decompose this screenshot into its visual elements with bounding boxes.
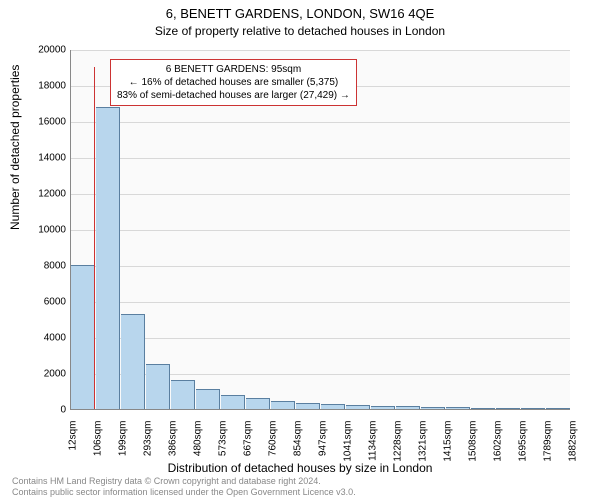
x-tick-label: 1041sqm [343, 421, 354, 481]
grid-line [71, 230, 570, 231]
y-tick-label: 14000 [16, 153, 66, 164]
grid-line [71, 122, 570, 123]
histogram-bar [246, 398, 270, 409]
y-tick-label: 6000 [16, 297, 66, 308]
x-tick-label: 667sqm [243, 421, 254, 481]
x-tick-label: 854sqm [293, 421, 304, 481]
grid-line [71, 194, 570, 195]
histogram-bar [396, 406, 420, 409]
annotation-box: 6 BENETT GARDENS: 95sqm ← 16% of detache… [110, 59, 357, 106]
x-tick-label: 947sqm [318, 421, 329, 481]
x-tick-label: 760sqm [268, 421, 279, 481]
y-tick-label: 0 [16, 405, 66, 416]
histogram-bar [546, 408, 570, 409]
histogram-bar [271, 401, 295, 409]
footer-attribution: Contains HM Land Registry data © Crown c… [12, 476, 356, 498]
x-tick-label: 1134sqm [368, 421, 379, 481]
histogram-bar [371, 406, 395, 409]
y-tick-label: 16000 [16, 117, 66, 128]
y-tick-label: 18000 [16, 81, 66, 92]
y-tick-label: 12000 [16, 189, 66, 200]
annotation-line-1: 6 BENETT GARDENS: 95sqm [117, 63, 350, 76]
histogram-bar [146, 364, 170, 409]
histogram-bar [171, 380, 195, 409]
x-tick-label: 12sqm [68, 421, 79, 481]
y-tick-label: 4000 [16, 333, 66, 344]
x-tick-label: 1882sqm [568, 421, 579, 481]
annotation-line-3: 83% of semi-detached houses are larger (… [117, 89, 350, 102]
x-tick-label: 199sqm [118, 421, 129, 481]
chart-subtitle: Size of property relative to detached ho… [0, 24, 600, 38]
x-tick-label: 1508sqm [468, 421, 479, 481]
x-tick-label: 293sqm [143, 421, 154, 481]
grid-line [71, 266, 570, 267]
grid-line [71, 50, 570, 51]
histogram-bar [296, 403, 320, 409]
histogram-bar [121, 314, 145, 409]
x-tick-label: 480sqm [193, 421, 204, 481]
footer-line-1: Contains HM Land Registry data © Crown c… [12, 476, 356, 487]
x-tick-label: 1695sqm [518, 421, 529, 481]
histogram-bar [346, 405, 370, 409]
grid-line [71, 158, 570, 159]
annotation-line-2: ← 16% of detached houses are smaller (5,… [117, 76, 350, 89]
histogram-bar [71, 265, 95, 409]
y-tick-label: 2000 [16, 369, 66, 380]
x-tick-label: 106sqm [93, 421, 104, 481]
grid-line [71, 302, 570, 303]
x-tick-label: 573sqm [218, 421, 229, 481]
histogram-bar [471, 408, 495, 409]
histogram-bar [96, 107, 120, 409]
x-tick-label: 386sqm [168, 421, 179, 481]
histogram-bar [421, 407, 445, 409]
x-tick-label: 1228sqm [393, 421, 404, 481]
histogram-bar [521, 408, 545, 409]
y-tick-label: 20000 [16, 45, 66, 56]
reference-line [94, 67, 95, 409]
histogram-bar [196, 389, 220, 409]
histogram-bar [446, 407, 470, 409]
x-tick-label: 1789sqm [543, 421, 554, 481]
chart-container: 6, BENETT GARDENS, LONDON, SW16 4QE Size… [0, 0, 600, 500]
y-tick-label: 10000 [16, 225, 66, 236]
y-tick-label: 8000 [16, 261, 66, 272]
histogram-bar [221, 395, 245, 409]
grid-line [71, 338, 570, 339]
footer-line-2: Contains public sector information licen… [12, 487, 356, 498]
x-tick-label: 1415sqm [443, 421, 454, 481]
histogram-bar [496, 408, 520, 409]
x-tick-label: 1321sqm [418, 421, 429, 481]
chart-title: 6, BENETT GARDENS, LONDON, SW16 4QE [0, 6, 600, 21]
histogram-bar [321, 404, 345, 409]
x-tick-label: 1602sqm [493, 421, 504, 481]
